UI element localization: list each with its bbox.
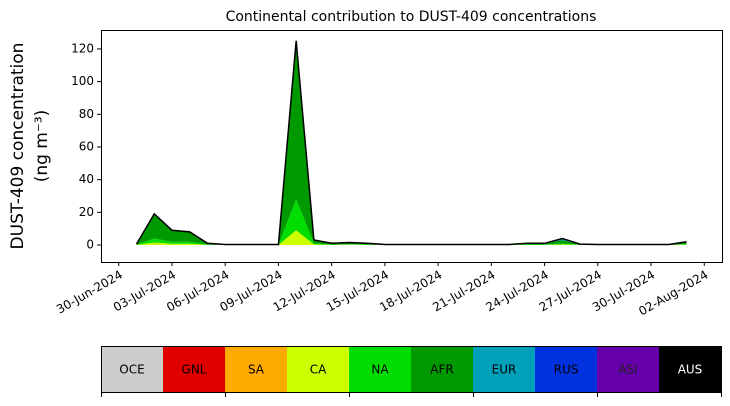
- legend-label: SA: [248, 363, 265, 377]
- legend-label: CA: [310, 363, 327, 377]
- legend-swatch: [101, 346, 163, 392]
- area: [135, 40, 687, 246]
- area: [136, 199, 687, 245]
- y-axis-label: DUST-409 concentration: [8, 43, 28, 250]
- legend-item: ASI: [597, 346, 659, 392]
- legend-swatch: [163, 346, 225, 392]
- legend-label: AFR: [430, 363, 453, 377]
- legend-label: GNL: [182, 363, 207, 377]
- legend-item: GNL: [163, 346, 225, 392]
- legend-item: CA: [287, 346, 349, 392]
- legend-swatch: [349, 346, 411, 392]
- legend-item: SA: [225, 346, 287, 392]
- area: [136, 44, 687, 245]
- area: [136, 41, 687, 245]
- y-tick-label: 80: [79, 107, 94, 121]
- legend-item: EUR: [473, 346, 535, 392]
- legend-label: RUS: [554, 363, 579, 377]
- legend-swatch: [411, 346, 473, 392]
- legend-swatch: [287, 346, 349, 392]
- y-tick-label: 120: [71, 41, 94, 55]
- y-tick-label: 40: [79, 172, 94, 186]
- legend-label: EUR: [492, 363, 517, 377]
- area: [136, 40, 687, 245]
- legend-swatch: [597, 346, 659, 392]
- legend-swatch: [535, 346, 597, 392]
- legend-label: NA: [371, 363, 389, 377]
- y-tick-label: 20: [79, 205, 94, 219]
- legend-item: AFR: [411, 346, 473, 392]
- colorbar-frame: [101, 346, 722, 393]
- area: [136, 40, 687, 245]
- legend-item: OCE: [101, 346, 163, 392]
- chart-title: Continental contribution to DUST-409 con…: [226, 9, 597, 25]
- plot-frame: [101, 30, 723, 263]
- legend-item: RUS: [535, 346, 597, 392]
- legend-item: NA: [349, 346, 411, 392]
- legend-swatch: [225, 346, 287, 392]
- y-tick-label: 0: [86, 238, 94, 252]
- legend-item: AUS: [659, 346, 721, 392]
- legend-swatch: [659, 346, 721, 392]
- legend-label: OCE: [119, 363, 144, 377]
- y-tick-label: 100: [71, 74, 94, 88]
- legend-label: AUS: [678, 363, 703, 377]
- y-tick-label: 60: [79, 139, 94, 153]
- area: [136, 230, 687, 246]
- legend-swatch: [473, 346, 535, 392]
- legend-label: ASI: [618, 363, 637, 377]
- y-axis-label: (ng m⁻³): [32, 110, 52, 183]
